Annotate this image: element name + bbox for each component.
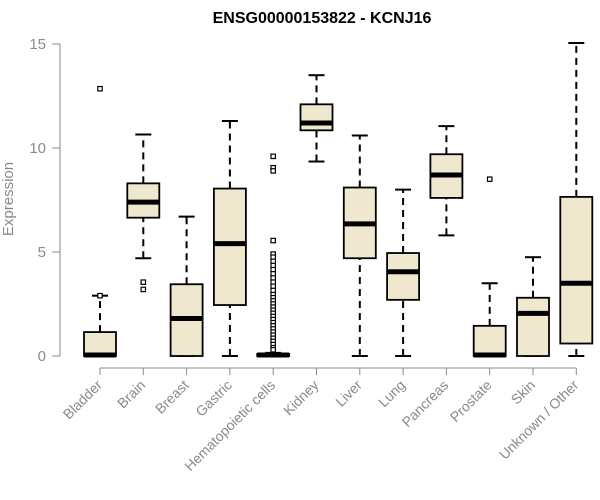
box-liver [342,134,377,357]
chart-title: ENSG00000153822 - KCNJ16 [213,10,432,27]
y-tick-label: 0 [38,348,46,365]
outlier-point [140,279,147,285]
box-gastric [212,119,247,357]
x-tick-label: Lung [375,377,408,410]
x-tick-label: Unknown / Other [496,377,582,463]
x-tick-label: Pancreas [398,377,451,430]
outlier-point [270,237,277,244]
box-iqr [212,187,247,306]
x-tick-label: Skin [508,377,539,408]
y-tick-label: 10 [29,140,46,157]
box-hematopoietic-cells [256,153,291,358]
box-skin [516,256,550,357]
box-iqr [472,324,507,357]
x-tick-label: Gastric [192,377,235,420]
box-lung [386,188,421,357]
box-iqr [299,103,334,132]
x-tick-label: Prostate [447,377,495,425]
box-series [83,41,594,358]
box-unknown-other [559,41,594,357]
box-prostate [472,176,507,358]
outlier-point [270,346,277,353]
x-tick-label: Liver [332,377,365,410]
outlier-point [486,176,493,183]
box-bladder [83,85,117,358]
box-iqr [83,331,117,357]
outlier-point [97,292,103,299]
box-pancreas [429,125,464,237]
y-axis-label: Expression [0,162,17,236]
box-iqr [516,296,550,357]
outlier-point [270,153,277,160]
x-tick-label: Bladder [60,377,106,423]
x-tick-label: Kidney [280,377,322,419]
y-axis: 0 5 10 15 [29,36,61,365]
x-tick-label: Brain [114,377,148,411]
y-tick-label: 15 [29,36,46,53]
outlier-point [270,168,277,174]
outlier-point [97,85,103,92]
box-kidney [299,74,334,163]
outlier-point [140,286,147,293]
box-brain [126,133,161,293]
x-tick-label: Breast [152,377,192,417]
box-iqr [386,252,421,301]
box-breast [169,215,204,357]
box-iqr [559,195,594,345]
y-tick-label: 5 [38,244,46,261]
